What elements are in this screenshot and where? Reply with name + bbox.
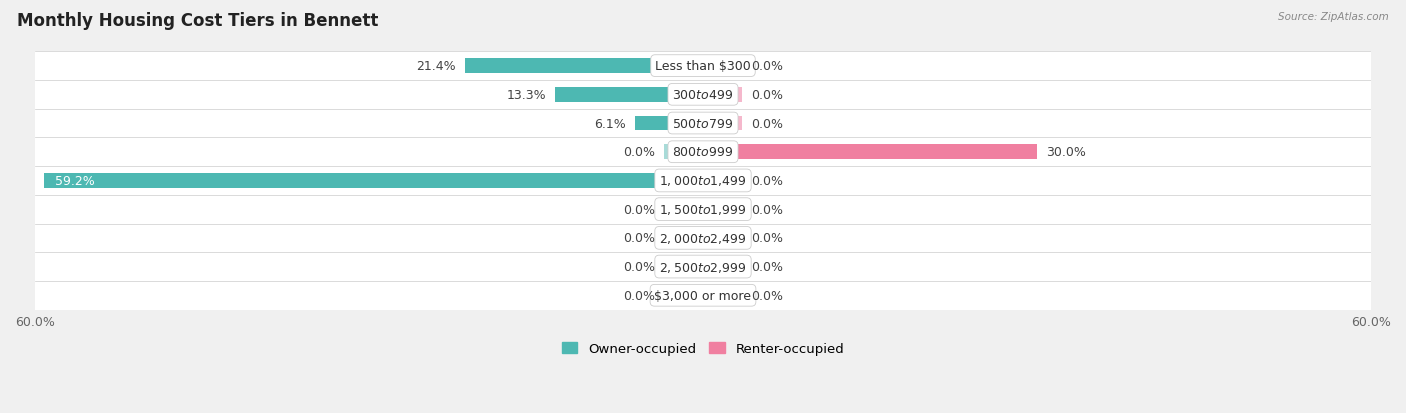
- Bar: [703, 259, 742, 274]
- Text: $2,000 to $2,499: $2,000 to $2,499: [659, 231, 747, 245]
- Text: 0.0%: 0.0%: [751, 289, 783, 302]
- Bar: [35, 109, 1371, 138]
- Text: $2,500 to $2,999: $2,500 to $2,999: [659, 260, 747, 274]
- Bar: [35, 253, 1371, 281]
- Text: 0.0%: 0.0%: [751, 203, 783, 216]
- Text: $1,000 to $1,499: $1,000 to $1,499: [659, 174, 747, 188]
- Text: 0.0%: 0.0%: [623, 146, 655, 159]
- Bar: [664, 145, 703, 160]
- Bar: [44, 173, 703, 188]
- Bar: [703, 202, 742, 217]
- Bar: [465, 59, 703, 74]
- Text: Monthly Housing Cost Tiers in Bennett: Monthly Housing Cost Tiers in Bennett: [17, 12, 378, 30]
- Text: 0.0%: 0.0%: [623, 232, 655, 245]
- Text: 13.3%: 13.3%: [506, 89, 546, 102]
- Bar: [703, 116, 742, 131]
- Text: 59.2%: 59.2%: [55, 175, 94, 188]
- Text: $1,500 to $1,999: $1,500 to $1,999: [659, 203, 747, 217]
- Text: 0.0%: 0.0%: [751, 175, 783, 188]
- Text: 0.0%: 0.0%: [751, 89, 783, 102]
- Text: 0.0%: 0.0%: [751, 261, 783, 273]
- Text: 0.0%: 0.0%: [623, 203, 655, 216]
- Bar: [703, 288, 742, 303]
- Text: 0.0%: 0.0%: [751, 60, 783, 73]
- Bar: [35, 81, 1371, 109]
- Bar: [35, 138, 1371, 167]
- Bar: [35, 281, 1371, 310]
- Bar: [555, 88, 703, 102]
- Bar: [703, 173, 742, 188]
- Bar: [664, 202, 703, 217]
- Text: 0.0%: 0.0%: [623, 261, 655, 273]
- Text: $300 to $499: $300 to $499: [672, 89, 734, 102]
- Bar: [664, 288, 703, 303]
- Text: Less than $300: Less than $300: [655, 60, 751, 73]
- Legend: Owner-occupied, Renter-occupied: Owner-occupied, Renter-occupied: [557, 337, 849, 360]
- Text: 0.0%: 0.0%: [623, 289, 655, 302]
- Bar: [35, 52, 1371, 81]
- Text: Source: ZipAtlas.com: Source: ZipAtlas.com: [1278, 12, 1389, 22]
- Text: $3,000 or more: $3,000 or more: [655, 289, 751, 302]
- Bar: [35, 195, 1371, 224]
- Bar: [703, 59, 742, 74]
- Text: 21.4%: 21.4%: [416, 60, 456, 73]
- Text: 30.0%: 30.0%: [1046, 146, 1085, 159]
- Text: $500 to $799: $500 to $799: [672, 117, 734, 130]
- Text: 6.1%: 6.1%: [595, 117, 626, 130]
- Text: 0.0%: 0.0%: [751, 232, 783, 245]
- Bar: [664, 231, 703, 246]
- Bar: [35, 224, 1371, 253]
- Bar: [664, 259, 703, 274]
- Bar: [703, 88, 742, 102]
- Text: $800 to $999: $800 to $999: [672, 146, 734, 159]
- Bar: [636, 116, 703, 131]
- Bar: [35, 167, 1371, 195]
- Text: 0.0%: 0.0%: [751, 117, 783, 130]
- Bar: [703, 231, 742, 246]
- Bar: [703, 145, 1038, 160]
